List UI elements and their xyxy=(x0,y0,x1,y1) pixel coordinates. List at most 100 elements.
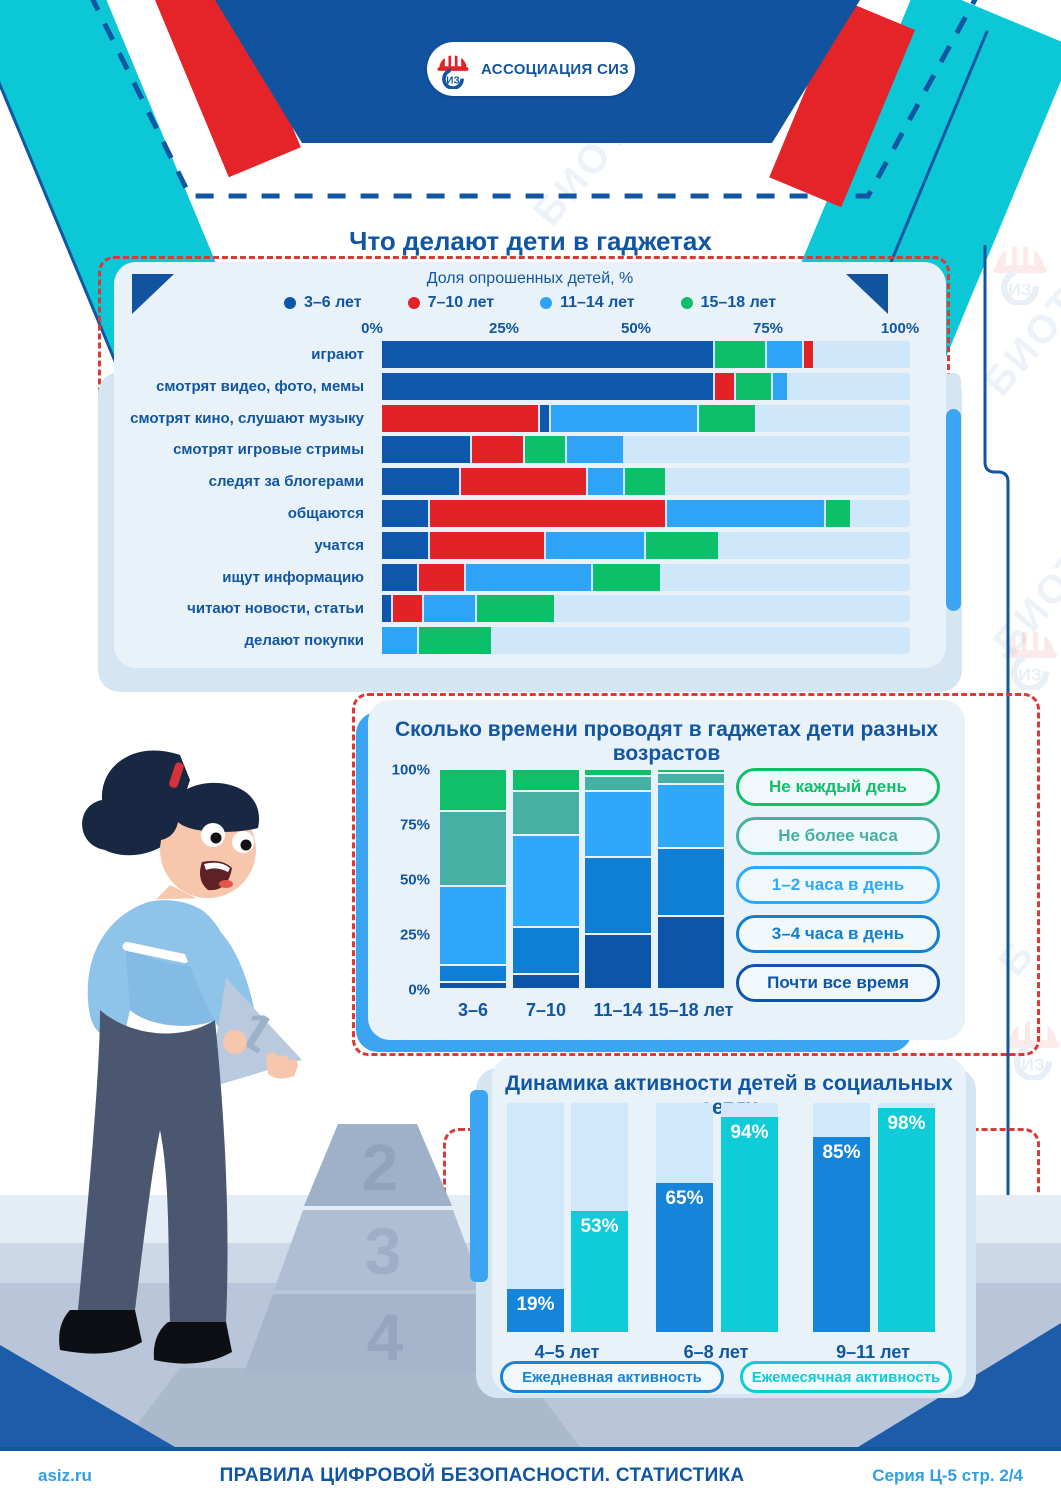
chart1-bar-segment xyxy=(593,563,660,591)
footer: asiz.ru ПРАВИЛА ЦИФРОВОЙ БЕЗОПАСНОСТИ. С… xyxy=(0,1447,1061,1500)
chart1-row: смотрят видео, фото, мемы xyxy=(114,372,946,400)
chart3-bar: 94% xyxy=(721,1116,778,1332)
chart2-y-tick: 25% xyxy=(399,926,430,944)
chart3-legend-pill: Ежедневная активность xyxy=(500,1361,724,1393)
chart1-legend-item: 15–18 лет xyxy=(680,294,777,312)
chart1-bar-segment xyxy=(804,341,813,368)
chart1-row: общаются xyxy=(114,500,946,527)
chart1-legend-item: 3–6 лет xyxy=(283,294,362,312)
chart1-legend: 3–6 лет 7–10 лет 11–14 лет 15–18 лет xyxy=(114,294,946,312)
chart2-plot: 0% 25% 50% 75% 100% 3–6 7–10 11–14 15–18 лет Не к… xyxy=(368,700,965,1040)
legend-label: 11–14 лет xyxy=(560,294,635,311)
chart1-row-label: смотрят кино, слушают музыку xyxy=(130,409,364,427)
chart2-legend-pill: Не каждый день xyxy=(736,768,940,806)
chart3-bar-value: 19% xyxy=(516,1293,555,1315)
chart3-bar: 65% xyxy=(656,1183,713,1332)
chart1-bar-segment xyxy=(466,563,592,591)
chart1-row-label: читают новости, статьи xyxy=(187,600,364,618)
chart1-row: ищут информацию xyxy=(114,563,946,591)
legend-label: 15–18 лет xyxy=(700,294,777,311)
chart1-row-track xyxy=(382,436,910,464)
chart2-category-label: 11–14 xyxy=(593,1000,643,1020)
chart1-bar-segment xyxy=(382,500,428,527)
chart2-segment xyxy=(513,974,579,988)
chart1-bar-segment xyxy=(471,436,523,464)
chart1-row: играют xyxy=(114,341,946,368)
chart2-segment xyxy=(440,811,506,885)
chart3-bar-value: 53% xyxy=(580,1215,619,1237)
chart3-bar: 19% xyxy=(507,1288,564,1332)
chart1-axis-tick: 75% xyxy=(752,320,784,337)
chart1-bar-segment xyxy=(714,341,766,368)
chart1-axis: 0% 25% 50% 75% 100% xyxy=(114,320,946,340)
scrollbar-decor-track xyxy=(946,373,961,659)
girl-illustration: 1 xyxy=(59,750,302,1364)
chart2-legend-pill: Почти все время xyxy=(736,964,940,1002)
chart2-segment xyxy=(513,792,579,834)
chart2-segment xyxy=(513,836,579,927)
svg-text:3: 3 xyxy=(365,1214,402,1288)
chart2-segment xyxy=(658,774,724,784)
chart1-row-track xyxy=(382,341,910,368)
chart2-segment xyxy=(513,928,579,973)
scrollbar-decor-thumb[interactable] xyxy=(946,409,961,611)
chart2-category-label: 7–10 xyxy=(525,1000,567,1020)
chart2-column xyxy=(658,770,724,990)
chart1-panel: Доля опрошенных детей, % 3–6 лет 7–10 лет… xyxy=(114,262,946,668)
chart3-bar-track: 65% xyxy=(656,1103,713,1332)
chart1-bar-segment xyxy=(825,500,850,527)
chart1-bar-segment xyxy=(772,372,787,400)
dashed-frame-chart2 xyxy=(352,693,1040,1056)
chart1-bar-segment xyxy=(550,404,697,432)
chart3-bar-track: 98% xyxy=(878,1103,935,1332)
chart1-bar-segment xyxy=(667,500,824,527)
chart3-bar-track: 85% xyxy=(813,1103,870,1332)
decor-white-card xyxy=(1012,742,1061,947)
chart1-bar-segment xyxy=(382,468,460,496)
chart1-bar-segment xyxy=(461,468,586,496)
legend-dot xyxy=(407,297,420,309)
chart3-panel: Динамика активности детей в социальных с… xyxy=(492,1056,966,1394)
chart1-bar-segment xyxy=(587,468,623,496)
chart3-category-label: 9–11 лет xyxy=(836,1342,910,1362)
chart1-row-track xyxy=(382,627,910,655)
chart2-segment xyxy=(658,770,724,773)
footer-site-link[interactable]: asiz.ru xyxy=(38,1465,92,1485)
chart3-bar: 53% xyxy=(571,1210,628,1332)
chart1-bar-segment xyxy=(418,563,465,591)
chart1-bar-segment xyxy=(392,595,423,623)
chart1-row: смотрят игровые стримы xyxy=(114,436,946,464)
chart1-row-track xyxy=(382,404,910,432)
chart1-row: смотрят кино, слушают музыку xyxy=(114,404,946,432)
pyramid-illustration: 2 3 4 xyxy=(244,1124,505,1373)
chart2-segment xyxy=(440,983,506,988)
chart2-column xyxy=(585,770,651,990)
chart2-panel: Сколько времени проводят в гаджетах дети… xyxy=(368,700,965,1040)
chart1-axis-tick: 50% xyxy=(620,320,652,337)
chart3-bar-track: 94% xyxy=(721,1103,778,1332)
chart1-row-track xyxy=(382,372,910,400)
chart1-axis-tick: 25% xyxy=(488,320,520,337)
chart3-bar-value: 85% xyxy=(822,1142,861,1164)
chart1-legend-item: 7–10 лет xyxy=(407,294,494,312)
chart1-rows: играют смотрят видео, фото, мемы смотрят к… xyxy=(114,262,946,668)
chart2-y-tick: 50% xyxy=(399,871,430,889)
chart3-category-label: 4–5 лет xyxy=(534,1342,600,1362)
chart3-bar-value: 98% xyxy=(887,1112,926,1134)
chart1-bar-segment xyxy=(429,500,666,527)
siz-emblem-icon xyxy=(435,50,471,89)
chart1-row: учатся xyxy=(114,531,946,559)
chart2-column xyxy=(440,770,506,990)
chart3-bar-value: 65% xyxy=(665,1188,704,1210)
chart1-row-track xyxy=(382,563,910,591)
chart2-segment xyxy=(440,965,506,982)
chart3-bar: 85% xyxy=(813,1137,870,1332)
chart2-category-label: 15–18 лет xyxy=(648,1000,734,1020)
chart1-bar-segment xyxy=(424,595,476,623)
chart2-category-label: 3–6 xyxy=(457,1000,489,1020)
chart2-segment xyxy=(585,791,651,856)
footer-series: Серия Ц-5 стр. 2/4 xyxy=(872,1465,1023,1485)
chart2-segment xyxy=(440,886,506,964)
chart1-bar-segment xyxy=(735,372,771,400)
chart2-y-tick: 100% xyxy=(391,761,430,779)
